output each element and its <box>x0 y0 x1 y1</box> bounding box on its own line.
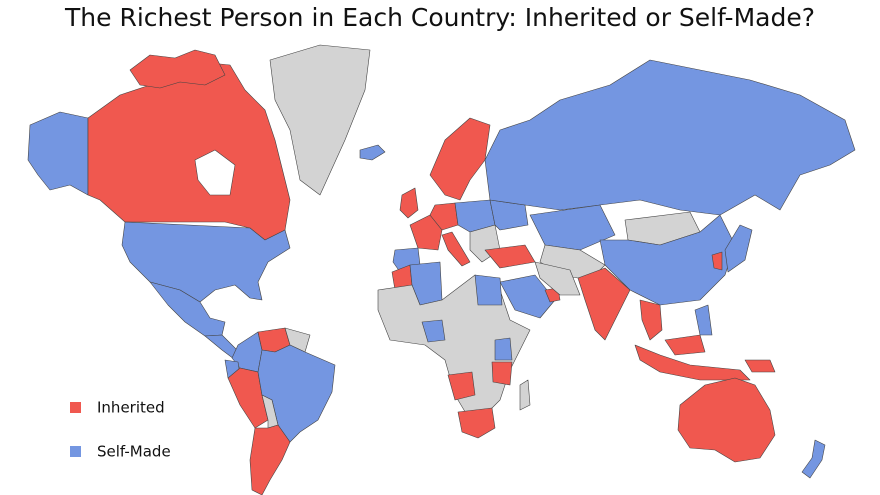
france <box>409 214 443 251</box>
japan <box>724 224 753 273</box>
angola <box>447 371 476 401</box>
legend-swatch <box>70 402 81 413</box>
south-africa <box>457 407 496 439</box>
india <box>577 267 631 341</box>
canada <box>87 61 291 241</box>
egypt <box>474 274 503 306</box>
north-africa <box>377 274 531 421</box>
tanzania <box>491 361 513 386</box>
canada-islands <box>129 49 226 89</box>
legend-label: Self-Made <box>97 443 171 461</box>
germany <box>429 202 459 231</box>
scandinavia <box>429 117 491 201</box>
title: The Richest Person in Each Country: Inhe… <box>64 3 815 32</box>
italy <box>441 231 471 267</box>
malaysia <box>664 334 706 356</box>
mexico <box>149 281 226 337</box>
indonesia <box>634 344 751 381</box>
new-zealand <box>801 439 826 479</box>
philippines <box>694 304 713 336</box>
uk <box>399 187 419 219</box>
thailand <box>639 299 663 341</box>
chile-argentina <box>249 424 291 495</box>
papua <box>744 359 776 373</box>
australia <box>677 377 776 463</box>
legend: Inherited Self-Made <box>70 399 171 461</box>
saudi <box>499 274 556 319</box>
world-map <box>27 44 856 495</box>
russia <box>484 59 856 216</box>
korea <box>711 251 723 271</box>
kenya <box>494 337 513 361</box>
nigeria <box>421 319 446 343</box>
alaska <box>27 111 89 196</box>
greenland <box>269 44 371 196</box>
legend-label: Inherited <box>97 399 165 417</box>
legend-swatch <box>70 446 81 457</box>
iceland <box>359 144 386 161</box>
kazakhstan <box>529 204 616 251</box>
hudson-bay <box>194 149 236 196</box>
usa <box>121 221 291 303</box>
iran <box>534 261 581 296</box>
madagascar <box>519 379 531 411</box>
